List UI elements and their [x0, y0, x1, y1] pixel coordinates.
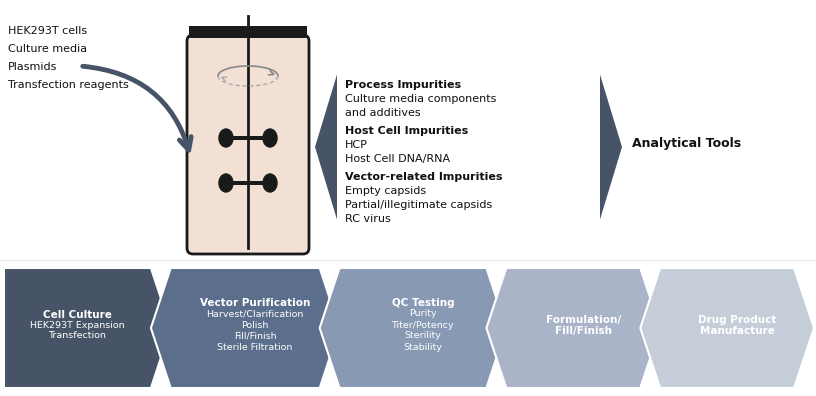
Ellipse shape [219, 129, 233, 147]
Text: Fill/Finish: Fill/Finish [234, 331, 277, 341]
Polygon shape [320, 268, 506, 388]
FancyBboxPatch shape [187, 35, 309, 254]
Text: Culture media components: Culture media components [345, 93, 496, 103]
Polygon shape [486, 268, 660, 388]
Text: HEK293T cells: HEK293T cells [8, 26, 87, 36]
Polygon shape [233, 181, 248, 185]
Text: Culture media: Culture media [8, 44, 87, 54]
Polygon shape [151, 268, 339, 388]
Text: Harvest/Clarification: Harvest/Clarification [206, 310, 304, 318]
Text: Cell Culture: Cell Culture [43, 310, 112, 320]
Text: Host Cell DNA/RNA: Host Cell DNA/RNA [345, 154, 450, 164]
Text: Titer/Potency: Titer/Potency [392, 320, 455, 329]
Ellipse shape [219, 174, 233, 192]
Text: Process Impurities: Process Impurities [345, 80, 461, 89]
Text: Vector-related Impurities: Vector-related Impurities [345, 171, 503, 181]
Text: HEK293T Expansion: HEK293T Expansion [30, 320, 125, 329]
Polygon shape [233, 136, 248, 140]
Text: Manufacture: Manufacture [699, 326, 774, 336]
Ellipse shape [263, 174, 277, 192]
Text: Partial/illegitimate capsids: Partial/illegitimate capsids [345, 200, 492, 209]
Polygon shape [4, 268, 171, 388]
Text: Fill/Finish: Fill/Finish [555, 326, 612, 336]
Polygon shape [248, 181, 263, 185]
Polygon shape [641, 268, 814, 388]
Text: Transfection: Transfection [48, 331, 106, 341]
Polygon shape [315, 74, 337, 219]
Text: Purity: Purity [409, 310, 437, 318]
Text: RC virus: RC virus [345, 213, 391, 223]
Text: Vector Purification: Vector Purification [200, 299, 310, 308]
Text: Transfection reagents: Transfection reagents [8, 80, 129, 90]
Text: Formulation/: Formulation/ [546, 315, 621, 325]
Ellipse shape [263, 129, 277, 147]
Text: Host Cell Impurities: Host Cell Impurities [345, 126, 468, 135]
Text: Empty capsids: Empty capsids [345, 185, 426, 196]
Text: Sterile Filtration: Sterile Filtration [217, 343, 293, 352]
Bar [0, 0, 816, 260]
Text: QC Testing: QC Testing [392, 299, 455, 308]
Polygon shape [600, 74, 622, 219]
Text: and additives: and additives [345, 107, 420, 118]
Text: Sterility: Sterility [405, 331, 441, 341]
Text: Plasmids: Plasmids [8, 62, 57, 72]
Text: Drug Product: Drug Product [698, 315, 776, 325]
Text: Analytical Tools: Analytical Tools [632, 137, 741, 150]
Polygon shape [248, 136, 263, 140]
Text: Polish: Polish [242, 320, 268, 329]
Text: Stability: Stability [403, 343, 442, 352]
Text: HCP: HCP [345, 139, 368, 150]
Bar [189, 26, 307, 38]
